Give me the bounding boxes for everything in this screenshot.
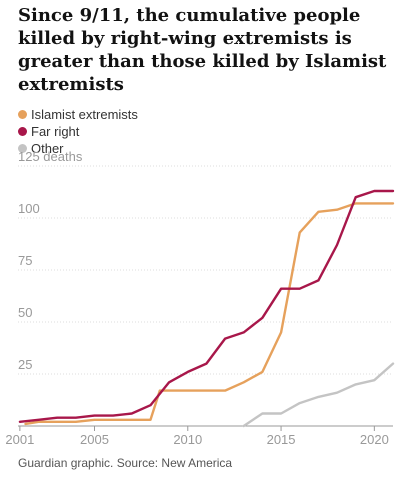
legend-label-islamist: Islamist extremists — [31, 107, 138, 122]
legend: Islamist extremists Far right Other — [18, 106, 138, 157]
series-line-islamist-extremists — [24, 202, 395, 426]
y-tick-label-75: 75 — [18, 253, 32, 268]
x-tick-label-2020: 2020 — [360, 432, 389, 447]
legend-label-far-right: Far right — [31, 124, 80, 139]
x-tick-label-2015: 2015 — [267, 432, 296, 447]
series-line-far-right — [18, 189, 395, 423]
x-tick-label-2001: 2001 — [5, 432, 34, 447]
legend-swatch-far-right — [18, 127, 27, 136]
legend-label-other: Other — [31, 141, 64, 156]
chart-title: Since 9/11, the cumulative people killed… — [18, 5, 387, 95]
y-tick-label-125: 125 deaths — [18, 149, 83, 164]
legend-item-islamist: Islamist extremists — [18, 106, 138, 123]
x-tick-label-2005: 2005 — [80, 432, 109, 447]
legend-swatch-islamist — [18, 110, 27, 119]
legend-item-other: Other — [18, 140, 138, 157]
legend-item-far-right: Far right — [18, 123, 138, 140]
y-tick-label-25: 25 — [18, 357, 32, 372]
legend-swatch-other — [18, 144, 27, 153]
x-tick-label-2010: 2010 — [173, 432, 202, 447]
source-note: Guardian graphic. Source: New America — [18, 456, 233, 470]
y-tick-label-50: 50 — [18, 305, 32, 320]
series-line-other — [242, 362, 395, 428]
y-tick-label-100: 100 — [18, 201, 40, 216]
